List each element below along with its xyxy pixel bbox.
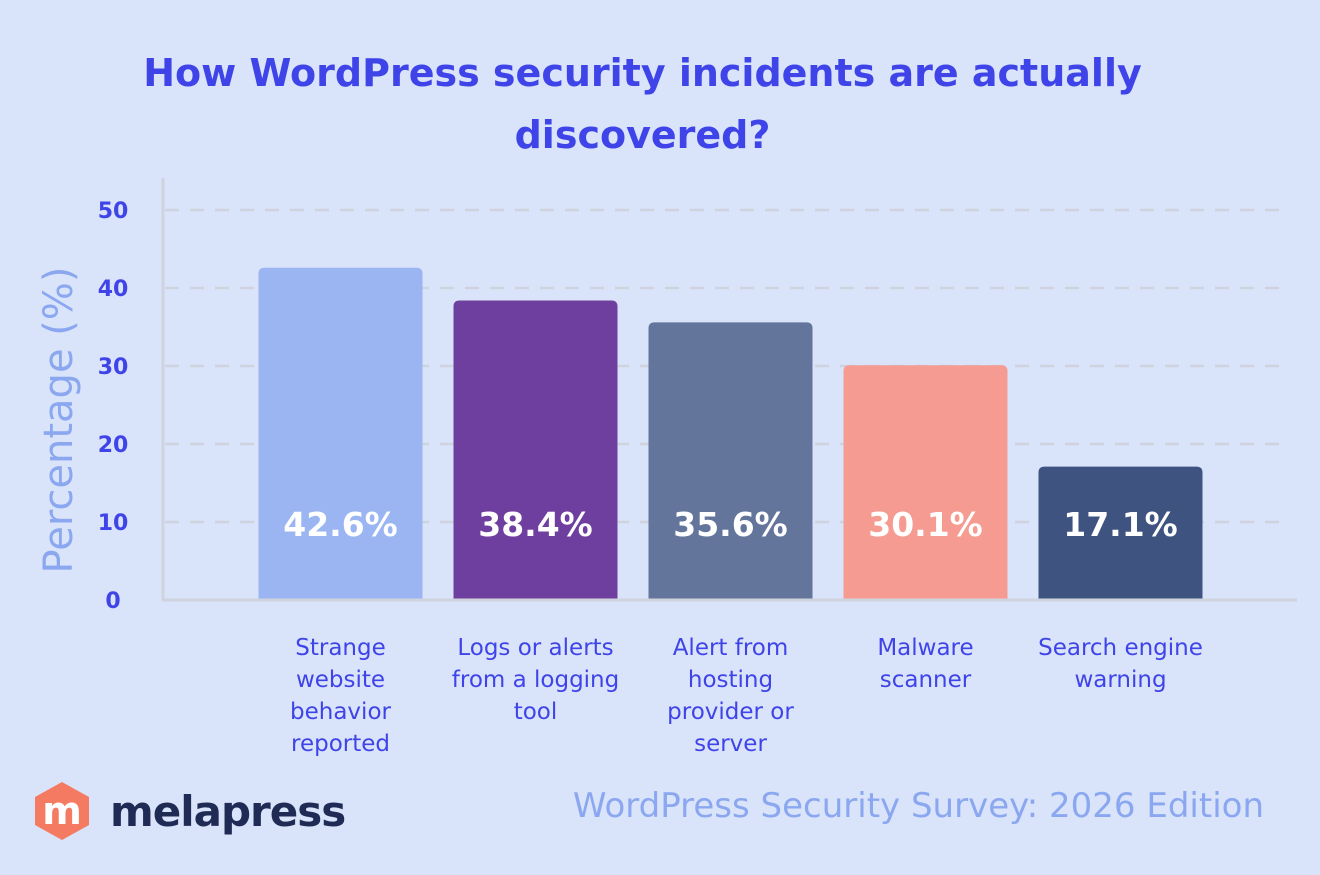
x-tick-label: Strange [295, 635, 386, 661]
logo-letter: m [42, 789, 82, 833]
y-tick-label: 0 [105, 589, 120, 614]
x-tick-label: scanner [880, 667, 972, 693]
bar-value-label: 30.1% [868, 505, 983, 544]
x-tick-label: tool [514, 699, 558, 725]
x-tick-label: server [694, 731, 767, 757]
x-ticks: Strange website behavior reported Logs or al… [290, 635, 1203, 757]
bar [453, 300, 618, 600]
y-tick-label: 40 [98, 277, 129, 302]
y-ticks: 0 10 20 30 40 50 [98, 199, 129, 614]
bar [843, 365, 1008, 600]
y-tick-label: 30 [98, 355, 129, 380]
x-tick-label: Alert from [673, 635, 789, 661]
x-tick-label: website [296, 667, 385, 693]
bar [258, 267, 423, 600]
x-tick-label: behavior [290, 699, 391, 725]
chart-title-line-1: How WordPress security incidents are act… [143, 51, 1142, 95]
bar [1038, 466, 1203, 600]
x-tick-label: reported [291, 731, 390, 757]
melapress-hexagon-icon: m [35, 782, 89, 840]
x-tick-label: Malware [877, 635, 973, 661]
y-tick-label: 20 [98, 433, 129, 458]
y-tick-label: 10 [98, 511, 129, 536]
x-tick-label: Search engine [1038, 635, 1203, 661]
chart-title-line-2: discovered? [514, 113, 771, 157]
x-tick-label: provider or [667, 699, 794, 725]
x-tick-label: hosting [688, 667, 773, 693]
melapress-logo: m melapress [32, 780, 346, 842]
bar [648, 322, 813, 600]
bar-value-label: 17.1% [1063, 505, 1178, 544]
y-tick-label: 50 [98, 199, 129, 224]
y-axis-label: Percentage (%) [36, 267, 82, 574]
chart-title: How WordPress security incidents are act… [0, 42, 1285, 166]
bar-value-label: 38.4% [478, 505, 593, 544]
brand-name: melapress [110, 786, 346, 836]
bars [258, 267, 1203, 600]
bar-value-label: 35.6% [673, 505, 788, 544]
value-labels: 42.6% 38.4% 35.6% 30.1% 17.1% [283, 505, 1178, 544]
survey-source: WordPress Security Survey: 2026 Edition [572, 786, 1264, 826]
x-tick-label: from a logging [452, 667, 619, 693]
x-tick-label: warning [1074, 667, 1166, 693]
bar-value-label: 42.6% [283, 505, 398, 544]
x-tick-label: Logs or alerts [457, 635, 613, 661]
